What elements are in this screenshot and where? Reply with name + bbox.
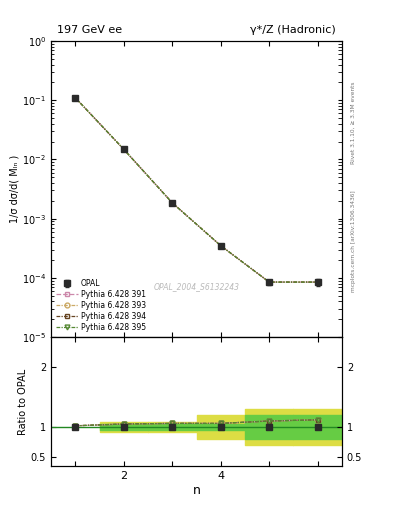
Pythia 6.428 395	[121, 146, 126, 153]
Text: 197 GeV ee: 197 GeV ee	[57, 25, 122, 35]
Pythia 6.428 394	[170, 200, 174, 206]
Pythia 6.428 391	[267, 279, 272, 285]
Pythia 6.428 395	[219, 243, 223, 249]
Pythia 6.428 393	[73, 95, 78, 101]
Pythia 6.428 391	[170, 200, 174, 206]
Pythia 6.428 391	[121, 146, 126, 153]
Pythia 6.428 394	[315, 279, 320, 285]
Pythia 6.428 394	[219, 243, 223, 249]
Line: Pythia 6.428 391: Pythia 6.428 391	[73, 95, 320, 285]
Pythia 6.428 394	[73, 95, 78, 101]
Pythia 6.428 393	[170, 200, 174, 206]
Y-axis label: 1/σ dσ/d( Mₗₙ ): 1/σ dσ/d( Mₗₙ )	[9, 155, 19, 223]
Legend: OPAL, Pythia 6.428 391, Pythia 6.428 393, Pythia 6.428 394, Pythia 6.428 395: OPAL, Pythia 6.428 391, Pythia 6.428 393…	[55, 278, 147, 333]
Pythia 6.428 394	[121, 146, 126, 153]
Pythia 6.428 393	[315, 279, 320, 285]
Text: Rivet 3.1.10, ≥ 3.3M events: Rivet 3.1.10, ≥ 3.3M events	[351, 81, 356, 164]
Pythia 6.428 393	[219, 243, 223, 249]
Pythia 6.428 395	[315, 279, 320, 285]
Line: Pythia 6.428 393: Pythia 6.428 393	[73, 95, 320, 285]
Y-axis label: Ratio to OPAL: Ratio to OPAL	[18, 369, 28, 435]
Pythia 6.428 395	[170, 200, 174, 206]
X-axis label: n: n	[193, 483, 200, 497]
Line: Pythia 6.428 394: Pythia 6.428 394	[73, 95, 320, 285]
Pythia 6.428 391	[219, 243, 223, 249]
Line: Pythia 6.428 395: Pythia 6.428 395	[73, 95, 320, 285]
Text: OPAL_2004_S6132243: OPAL_2004_S6132243	[154, 282, 239, 291]
Pythia 6.428 395	[73, 95, 78, 101]
Text: γ*/Z (Hadronic): γ*/Z (Hadronic)	[250, 25, 336, 35]
Pythia 6.428 395	[267, 279, 272, 285]
Pythia 6.428 391	[315, 279, 320, 285]
Pythia 6.428 393	[121, 146, 126, 153]
Pythia 6.428 393	[267, 279, 272, 285]
Text: mcplots.cern.ch [arXiv:1306.3436]: mcplots.cern.ch [arXiv:1306.3436]	[351, 190, 356, 291]
Pythia 6.428 391	[73, 95, 78, 101]
Pythia 6.428 394	[267, 279, 272, 285]
